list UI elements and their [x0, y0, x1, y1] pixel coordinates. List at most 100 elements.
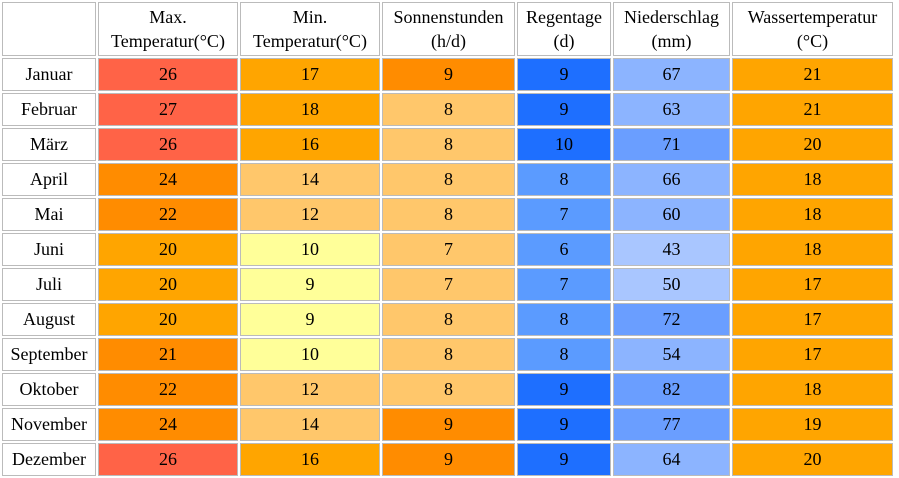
max-temperature-cell: 21: [98, 338, 238, 371]
month-label: Mai: [2, 198, 96, 231]
max-temperature-cell: 26: [98, 58, 238, 91]
sunshine-hours-cell: 9: [382, 58, 515, 91]
min-temperature-cell: 14: [240, 408, 380, 441]
table-row: Mai 22 12 8 7 60 18: [2, 198, 893, 231]
water-temperature-cell: 21: [732, 93, 893, 126]
precipitation-cell: 43: [613, 233, 730, 266]
precipitation-cell: 64: [613, 443, 730, 476]
min-temperature-cell: 10: [240, 233, 380, 266]
sunshine-hours-cell: 8: [382, 163, 515, 196]
precipitation-cell: 82: [613, 373, 730, 406]
precipitation-cell: 63: [613, 93, 730, 126]
max-temperature-cell: 26: [98, 128, 238, 161]
rain-days-cell: 9: [517, 93, 611, 126]
water-temperature-cell: 18: [732, 198, 893, 231]
min-temperature-cell: 12: [240, 198, 380, 231]
rain-days-cell: 7: [517, 268, 611, 301]
min-temperature-cell: 16: [240, 128, 380, 161]
month-label: August: [2, 303, 96, 336]
month-label: März: [2, 128, 96, 161]
table-row: Januar 26 17 9 9 67 21: [2, 58, 893, 91]
rain-days-cell: 8: [517, 163, 611, 196]
precipitation-cell: 60: [613, 198, 730, 231]
water-temperature-cell: 18: [732, 163, 893, 196]
sunshine-hours-cell: 8: [382, 93, 515, 126]
table-row: März 26 16 8 10 71 20: [2, 128, 893, 161]
rain-days-cell: 9: [517, 408, 611, 441]
max-temperature-cell: 20: [98, 303, 238, 336]
header-rain-days-line1: Regentage: [526, 7, 602, 27]
water-temperature-cell: 17: [732, 338, 893, 371]
month-label: Februar: [2, 93, 96, 126]
min-temperature-cell: 18: [240, 93, 380, 126]
header-water-temperature-line1: Wassertemperatur: [747, 7, 878, 27]
rain-days-cell: 7: [517, 198, 611, 231]
table-row: Juni 20 10 7 6 43 18: [2, 233, 893, 266]
water-temperature-cell: 18: [732, 373, 893, 406]
sunshine-hours-cell: 8: [382, 303, 515, 336]
max-temperature-cell: 22: [98, 198, 238, 231]
header-corner: [2, 2, 96, 56]
max-temperature-cell: 22: [98, 373, 238, 406]
max-temperature-cell: 20: [98, 268, 238, 301]
water-temperature-cell: 20: [732, 128, 893, 161]
max-temperature-cell: 26: [98, 443, 238, 476]
table-row: November 24 14 9 9 77 19: [2, 408, 893, 441]
header-rain-days-line2: (d): [553, 31, 575, 51]
sunshine-hours-cell: 7: [382, 233, 515, 266]
header-sunshine-hours: Sonnenstunden (h/d): [382, 2, 515, 56]
month-label: Januar: [2, 58, 96, 91]
header-min-temperature: Min. Temperatur(°C): [240, 2, 380, 56]
min-temperature-cell: 12: [240, 373, 380, 406]
header-row: Max. Temperatur(°C) Min. Temperatur(°C) …: [2, 2, 893, 56]
month-label: September: [2, 338, 96, 371]
sunshine-hours-cell: 8: [382, 338, 515, 371]
table-row: August 20 9 8 8 72 17: [2, 303, 893, 336]
rain-days-cell: 9: [517, 443, 611, 476]
table-row: Februar 27 18 8 9 63 21: [2, 93, 893, 126]
sunshine-hours-cell: 8: [382, 128, 515, 161]
precipitation-cell: 50: [613, 268, 730, 301]
max-temperature-cell: 27: [98, 93, 238, 126]
rain-days-cell: 9: [517, 58, 611, 91]
header-precipitation-line1: Niederschlag: [624, 7, 719, 27]
max-temperature-cell: 24: [98, 163, 238, 196]
min-temperature-cell: 9: [240, 268, 380, 301]
sunshine-hours-cell: 8: [382, 373, 515, 406]
sunshine-hours-cell: 8: [382, 198, 515, 231]
header-max-temperature-line2: Temperatur(°C): [111, 31, 225, 51]
header-precipitation: Niederschlag (mm): [613, 2, 730, 56]
water-temperature-cell: 17: [732, 268, 893, 301]
water-temperature-cell: 17: [732, 303, 893, 336]
precipitation-cell: 67: [613, 58, 730, 91]
min-temperature-cell: 17: [240, 58, 380, 91]
water-temperature-cell: 18: [732, 233, 893, 266]
table-row: Oktober 22 12 8 9 82 18: [2, 373, 893, 406]
month-label: Dezember: [2, 443, 96, 476]
header-precipitation-line2: (mm): [651, 31, 692, 51]
min-temperature-cell: 16: [240, 443, 380, 476]
table-row: Dezember 26 16 9 9 64 20: [2, 443, 893, 476]
rain-days-cell: 10: [517, 128, 611, 161]
water-temperature-cell: 21: [732, 58, 893, 91]
precipitation-cell: 72: [613, 303, 730, 336]
sunshine-hours-cell: 7: [382, 268, 515, 301]
rain-days-cell: 8: [517, 338, 611, 371]
month-label: Juli: [2, 268, 96, 301]
water-temperature-cell: 19: [732, 408, 893, 441]
max-temperature-cell: 20: [98, 233, 238, 266]
header-sunshine-hours-line1: Sonnenstunden: [393, 7, 504, 27]
header-sunshine-hours-line2: (h/d): [431, 31, 466, 51]
min-temperature-cell: 9: [240, 303, 380, 336]
min-temperature-cell: 14: [240, 163, 380, 196]
table-row: Juli 20 9 7 7 50 17: [2, 268, 893, 301]
rain-days-cell: 6: [517, 233, 611, 266]
max-temperature-cell: 24: [98, 408, 238, 441]
month-label: November: [2, 408, 96, 441]
month-label: April: [2, 163, 96, 196]
min-temperature-cell: 10: [240, 338, 380, 371]
rain-days-cell: 9: [517, 373, 611, 406]
header-rain-days: Regentage (d): [517, 2, 611, 56]
header-max-temperature: Max. Temperatur(°C): [98, 2, 238, 56]
